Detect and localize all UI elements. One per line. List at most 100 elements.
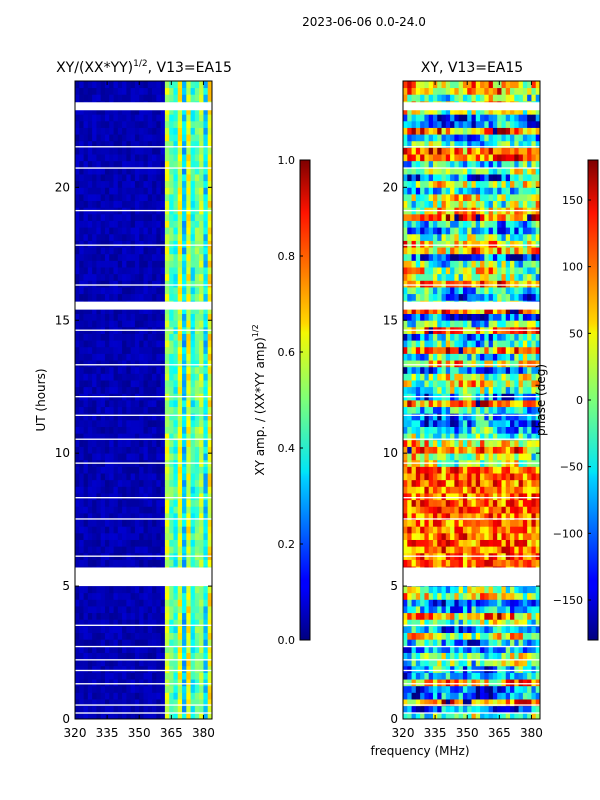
amplitude-heatmap-cell [122, 413, 127, 421]
amplitude-heatmap-cell [177, 473, 183, 481]
amplitude-heatmap-cell [109, 692, 114, 700]
amplitude-heatmap-cell [203, 346, 209, 354]
amplitude-heatmap-cell [207, 260, 212, 268]
phase-heatmap-cell [428, 586, 434, 594]
amplitude-heatmap-cell [87, 539, 93, 547]
amplitude-heatmap-cell [190, 293, 196, 301]
phase-heatmap-cell [514, 479, 519, 487]
amplitude-heatmap-cell [164, 81, 170, 89]
amplitude-heatmap-cell [182, 280, 187, 288]
amplitude-heatmap-cell [79, 619, 84, 627]
phase-heatmap-cell [514, 699, 519, 707]
phase-heatmap-cell [467, 473, 472, 481]
amplitude-heatmap-cell [173, 81, 179, 89]
amplitude-heatmap-cell [177, 306, 183, 315]
amplitude-heatmap-cell [203, 233, 209, 241]
phase-heatmap-cell [454, 453, 460, 461]
amplitude-heatmap-cell [186, 154, 191, 162]
amplitude-heatmap-cell [147, 306, 153, 315]
phase-heatmap-cell [437, 506, 442, 514]
phase-heatmap-cell [518, 519, 524, 527]
amplitude-heatmap-cell [79, 120, 84, 128]
amplitude-heatmap-cell [152, 193, 157, 202]
phase-heatmap-cell [441, 366, 447, 374]
amplitude-heatmap-cell [147, 473, 153, 481]
amplitude-heatmap-cell [194, 506, 200, 514]
phase-heatmap-cell [424, 499, 430, 507]
amplitude-heatmap-cell [177, 373, 183, 381]
amplitude-heatmap-cell [152, 712, 157, 719]
amplitude-heatmap-cell [207, 147, 212, 155]
phase-heatmap-cell [480, 679, 485, 687]
phase-heatmap-cell [462, 679, 468, 687]
amplitude-heatmap-cell [113, 174, 119, 182]
amplitude-heatmap-cell [147, 499, 153, 507]
amplitude-heatmap-cell [199, 81, 204, 89]
amplitude-heatmap-cell [113, 592, 119, 600]
amplitude-heatmap-cell [143, 400, 149, 408]
amplitude-heatmap-cell [156, 705, 162, 713]
amplitude-heatmap-cell [207, 685, 212, 693]
phase-heatmap-cell [527, 386, 532, 394]
amplitude-heatmap-cell [75, 167, 80, 175]
amplitude-heatmap-cell [143, 433, 149, 441]
phase-heatmap-cell [484, 652, 490, 660]
phase-heatmap-cell [454, 606, 460, 614]
amplitude-heatmap-cell [169, 134, 174, 142]
amplitude-heatmap-cell [186, 599, 191, 607]
phase-heatmap-cell [424, 479, 430, 487]
amplitude-heatmap-cell [134, 253, 140, 261]
amplitude-heatmap-cell [104, 659, 110, 667]
amplitude-heatmap-cell [177, 453, 183, 461]
phase-heatmap-cell [428, 546, 434, 554]
amplitude-heatmap-cell [194, 592, 200, 600]
amplitude-heatmap-cell [134, 220, 140, 228]
phase-heatmap-cell [458, 519, 464, 527]
amplitude-heatmap-cell [122, 81, 127, 89]
phase-heatmap-cell [518, 625, 524, 634]
amplitude-heatmap-cell [139, 346, 144, 354]
amplitude-heatmap-cell [190, 340, 196, 348]
amplitude-heatmap-cell [190, 400, 196, 408]
amplitude-heatmap-cell [147, 526, 153, 534]
amplitude-heatmap-cell [75, 247, 80, 255]
amplitude-heatmap-cell [113, 386, 119, 394]
amplitude-heatmap-cell [122, 293, 127, 301]
amplitude-heatmap-cell [147, 599, 153, 607]
amplitude-heatmap-cell [75, 227, 80, 235]
amplitude-heatmap-cell [152, 360, 157, 368]
amplitude-title-main: XY/(XX*YY) [56, 60, 133, 76]
amplitude-heatmap-cell [186, 260, 191, 268]
phase-heatmap-cell [432, 586, 438, 594]
phase-heatmap-cell [484, 639, 490, 647]
amplitude-heatmap-cell [156, 672, 162, 680]
amplitude-heatmap-cell [203, 539, 209, 547]
amplitude-heatmap-cell [199, 127, 204, 135]
amplitude-heatmap-cell [134, 685, 140, 693]
amplitude-heatmap-cell [143, 639, 149, 647]
amplitude-heatmap-cell [143, 679, 149, 687]
amplitude-heatmap-cell [169, 174, 174, 182]
phase-heatmap-cell [522, 453, 528, 461]
phase-heatmap-cell [458, 366, 464, 374]
amplitude-heatmap-cell [143, 532, 149, 540]
amplitude-heatmap-cell [186, 512, 191, 521]
amplitude-heatmap-cell [83, 612, 89, 620]
phase-heatmap-cell [527, 639, 532, 647]
phase-heatmap-cell [471, 353, 477, 361]
amplitude-heatmap-cell [169, 340, 174, 348]
phase-heatmap-cell [441, 373, 447, 381]
amplitude-heatmap-cell [92, 373, 97, 381]
phase-heatmap-cell [445, 606, 451, 614]
amplitude-heatmap-cell [194, 353, 200, 361]
amplitude-heatmap-cell [160, 253, 166, 261]
amplitude-heatmap-cell [134, 240, 140, 248]
amplitude-heatmap-cell [199, 645, 204, 653]
phase-heatmap-cell [492, 413, 498, 421]
amplitude-heatmap-cell [83, 134, 89, 142]
amplitude-heatmap-cell [117, 107, 123, 115]
phase-heatmap-cell [403, 439, 408, 447]
amplitude-heatmap-cell [117, 486, 123, 494]
amplitude-heatmap-cell [87, 400, 93, 408]
amplitude-heatmap-cell [122, 306, 127, 315]
